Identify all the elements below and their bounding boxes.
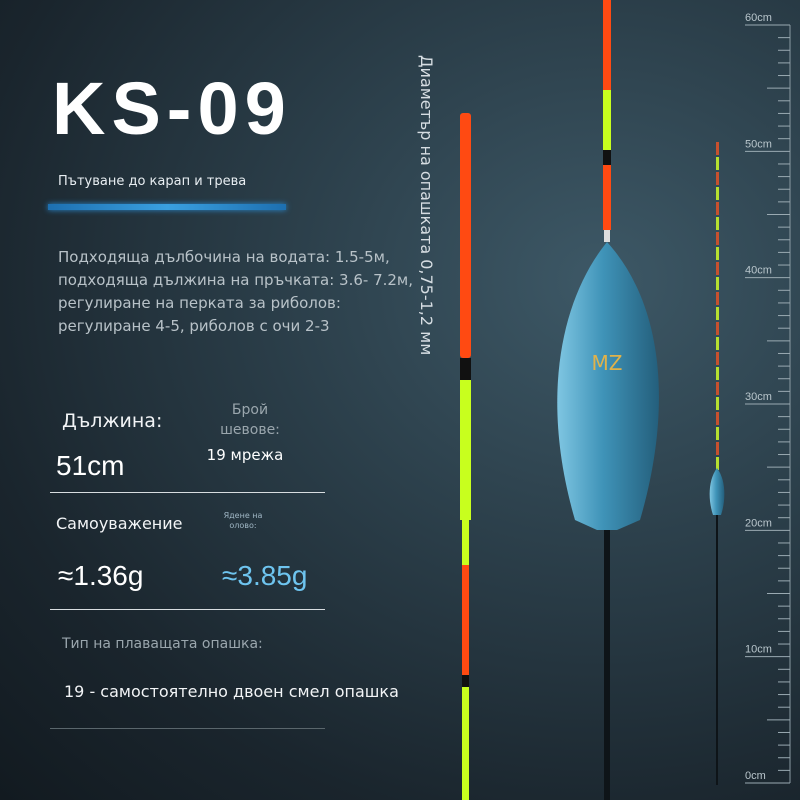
small-float-body	[709, 468, 725, 515]
tail-segment	[716, 442, 719, 455]
product-description: Подходяща дълбочина на водата: 1.5-5м, п…	[58, 248, 414, 335]
tail-segment	[716, 217, 719, 230]
divider	[50, 609, 325, 610]
small-float-stem	[716, 515, 718, 785]
length-label: Дължина:	[62, 410, 163, 432]
self-weight-value: ≈1.36g	[58, 560, 144, 591]
tail-segment	[716, 142, 719, 155]
tail-segment	[716, 397, 719, 410]
stitches-value: 19 мрежа	[206, 446, 284, 464]
tail-segment	[716, 187, 719, 200]
product-title: KS-09	[52, 67, 292, 150]
divider	[50, 492, 325, 493]
float-logo: MZ	[592, 351, 623, 375]
ruler-label: 30cm	[745, 391, 772, 403]
divider	[50, 728, 325, 729]
float-main: MZ	[557, 0, 659, 800]
lead-label: Ядене на олово:	[223, 511, 263, 530]
tail-segment	[716, 322, 719, 335]
ruler-label: 0cm	[745, 770, 766, 782]
product-subtitle: Пътуване до карап и трева	[58, 174, 247, 189]
self-weight-label: Самоуважение	[56, 514, 183, 533]
tail-segment	[716, 382, 719, 395]
tail-type-label: Тип на плаващата опашка:	[62, 636, 263, 652]
tail-segment	[716, 232, 719, 245]
tail-segment	[716, 262, 719, 275]
length-value: 51cm	[56, 450, 125, 481]
tail-segment	[716, 202, 719, 215]
tail-segment	[716, 457, 719, 470]
float-small	[709, 142, 725, 785]
tail-segment	[716, 157, 719, 170]
lead-value: ≈3.85g	[222, 560, 308, 591]
ruler-label: 60cm	[745, 12, 772, 24]
stitches-label: Брой шевове:	[220, 402, 280, 438]
tail-type-value: 19 - самостоятелно двоен смел опашка	[64, 682, 399, 701]
tail-segment	[716, 427, 719, 440]
ruler: 60cm 50cm 40cm 30cm 20cm 10cm 0cm	[745, 12, 791, 784]
ruler-label: 50cm	[745, 138, 772, 150]
tail-segment	[716, 307, 719, 320]
tail-segment	[716, 337, 719, 350]
tail-segment	[716, 412, 719, 425]
tail-segment	[716, 352, 719, 365]
tail-segment	[716, 292, 719, 305]
accent-divider	[48, 204, 286, 210]
float-tail-left	[460, 113, 471, 800]
ruler-label: 40cm	[745, 265, 772, 277]
tail-segment	[716, 172, 719, 185]
tail-segment	[716, 367, 719, 380]
ruler-label: 20cm	[745, 517, 772, 529]
tail-segment	[716, 277, 719, 290]
tail-segment	[716, 247, 719, 260]
ruler-label: 10cm	[745, 644, 772, 656]
